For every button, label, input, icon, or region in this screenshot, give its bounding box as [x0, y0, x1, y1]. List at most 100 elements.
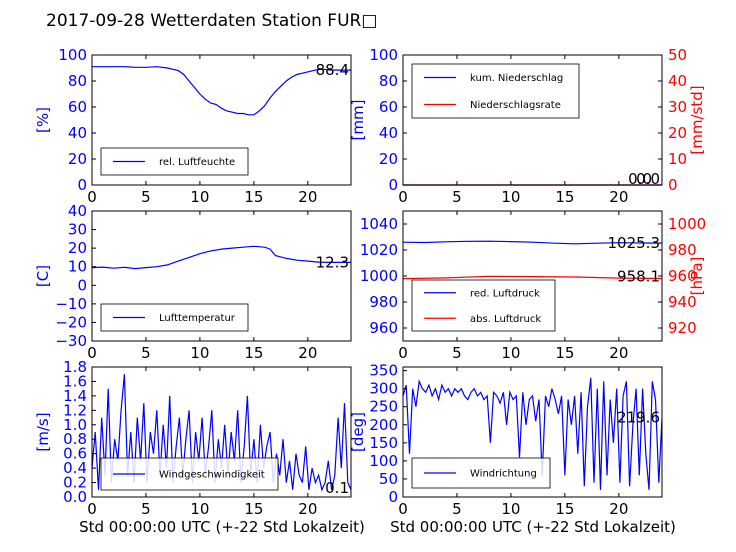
y-tick-label: 350	[369, 362, 398, 380]
legend-label: Windrichtung	[470, 469, 537, 480]
x-tick-label: 10	[190, 344, 209, 362]
x-tick-label: 20	[609, 188, 628, 206]
y-tick-label: 1.2	[63, 401, 87, 419]
panel-wind_speed: 0 5 10 15 20 0.00.20.40.60.81.01.21.41.61.8 [m…	[34, 358, 352, 518]
y-tick-label: 150	[369, 434, 398, 452]
x-tick-label: 0	[87, 344, 97, 362]
y-tick-label: 40	[379, 124, 398, 142]
x-tick-label: 20	[298, 188, 317, 206]
y-tick-label: 0.6	[63, 445, 87, 463]
plot-frame-temperature	[91, 210, 352, 342]
figure-title: 2017-09-28 Wetterdaten Station FUR□	[46, 11, 377, 31]
x-tick-label: 20	[298, 344, 317, 362]
legend-label: red. Luftdruck	[470, 288, 540, 299]
legend-label: rel. Luftfeuchte	[159, 157, 235, 168]
x-tick-label: 20	[609, 500, 628, 518]
x-tick-label: 15	[555, 500, 574, 518]
x-tick-label: 15	[244, 344, 263, 362]
latest-value-wind_speed: 0.1	[325, 479, 349, 497]
y-tick-label: 0	[77, 276, 87, 294]
x-tick-label: 10	[190, 188, 209, 206]
series-line-temperature-0	[91, 245, 351, 270]
panel-precipitation: 0 5 10 15 20 0 20 40 60 80 100 0 10 20 30 40 50 [mm] [mm/s…	[349, 46, 706, 206]
legend-label: Niederschlagsrate	[470, 100, 561, 111]
y2-tick-label: 30	[668, 98, 687, 116]
series-line-humidity-0	[92, 66, 351, 116]
x-tick-label: 10	[501, 500, 520, 518]
x-tick-label: 15	[244, 188, 263, 206]
x-tick-label: 20	[609, 344, 628, 362]
y-tick-label: 40	[68, 202, 87, 220]
y-tick-label: 960	[369, 319, 398, 337]
panel-temperature: 0 5 10 15 20−30−20−10010203040[C]12.3Lufttem…	[34, 202, 352, 362]
x-tick-label: 15	[244, 500, 263, 518]
y-tick-label: 0.8	[63, 430, 87, 448]
y-tick-label: 300	[369, 380, 398, 398]
x-tick-label: 0	[398, 344, 408, 362]
plot-frame-wind_direction	[402, 366, 663, 498]
x-tick-label: 5	[141, 188, 151, 206]
y2-axis-label-pressure: [hPa]	[688, 257, 706, 296]
y-tick-label: 200	[369, 416, 398, 434]
series-line-wind_direction-0	[402, 377, 663, 490]
y-tick-label: 20	[68, 239, 87, 257]
x-tick-label: 15	[555, 188, 574, 206]
y-tick-label: 60	[379, 98, 398, 116]
legend-label: Windgeschwindigkeit	[159, 470, 265, 481]
y-tick-label: −10	[55, 295, 87, 313]
y-tick-label: 1.6	[63, 372, 87, 390]
y2-tick-label: 10	[668, 150, 687, 168]
y2-tick-label: 20	[668, 124, 687, 142]
y-tick-label: 10	[68, 258, 87, 276]
y-tick-label: 0.4	[63, 459, 87, 477]
y2-tick-label: 920	[668, 319, 697, 337]
legend-label: Lufttemperatur	[159, 313, 236, 324]
y-axis-label-humidity: [%]	[34, 107, 52, 133]
panel-humidity: 0 5 10 15 20 0 20 40 60 80 100 [%] 88.4 rel. Luftfeuc…	[34, 46, 352, 206]
y2-tick-label: 960	[668, 267, 697, 285]
plot-frame-precipitation	[402, 54, 663, 186]
y-tick-label: 0	[388, 488, 398, 506]
x-tick-label: 10	[501, 188, 520, 206]
y-tick-label: 100	[369, 46, 398, 64]
y2-tick-label: 50	[668, 46, 687, 64]
y2-tick-label: 980	[668, 241, 697, 259]
y-tick-label: 50	[379, 470, 398, 488]
y-tick-label: 0	[388, 176, 398, 194]
latest-value-temperature: 12.3	[316, 253, 349, 271]
legend-box-pressure	[411, 279, 556, 332]
y-tick-label: 60	[68, 98, 87, 116]
y-tick-label: 1.8	[63, 358, 87, 376]
plot-frame-humidity	[91, 54, 352, 186]
y2-tick-label: 940	[668, 293, 697, 311]
y2-tick-label: 1000	[668, 215, 706, 233]
x-tick-label: 0	[398, 500, 408, 518]
y-tick-label: 0.0	[63, 488, 87, 506]
y-tick-label: 980	[369, 293, 398, 311]
x-tick-label: 0	[87, 500, 97, 518]
series-line-pressure-0	[402, 240, 663, 245]
x-tick-label: 5	[452, 344, 462, 362]
y-tick-label: 1.0	[63, 416, 87, 434]
y-axis-label-temperature: [C]	[34, 265, 52, 287]
series-line-pressure-abs	[402, 275, 663, 280]
latest-value-wind_direction: 219.6	[617, 409, 660, 427]
y-tick-label: 1020	[360, 241, 398, 259]
y-axis-label-wind_speed: [m/s]	[34, 412, 52, 451]
y-tick-label: −20	[55, 313, 87, 331]
y2-axis-label-precipitation: [mm/std]	[688, 85, 706, 154]
y-tick-label: 0	[77, 176, 87, 194]
x-tick-label: 5	[141, 344, 151, 362]
y-tick-label: 1000	[360, 267, 398, 285]
x-tick-label: 10	[190, 500, 209, 518]
x-axis-label-left: Std 00:00:00 UTC (+-22 Std Lokalzeit)	[79, 518, 365, 536]
latest-value-precipitation: 0.0	[636, 170, 660, 188]
latest-value-2-precipitation: 0.0	[628, 170, 652, 188]
x-tick-label: 15	[555, 344, 574, 362]
y-tick-label: 80	[379, 72, 398, 90]
y-axis-label-wind_direction: [deg]	[349, 412, 367, 452]
y-tick-label: 0.2	[63, 474, 87, 492]
y-tick-label: 100	[369, 452, 398, 470]
